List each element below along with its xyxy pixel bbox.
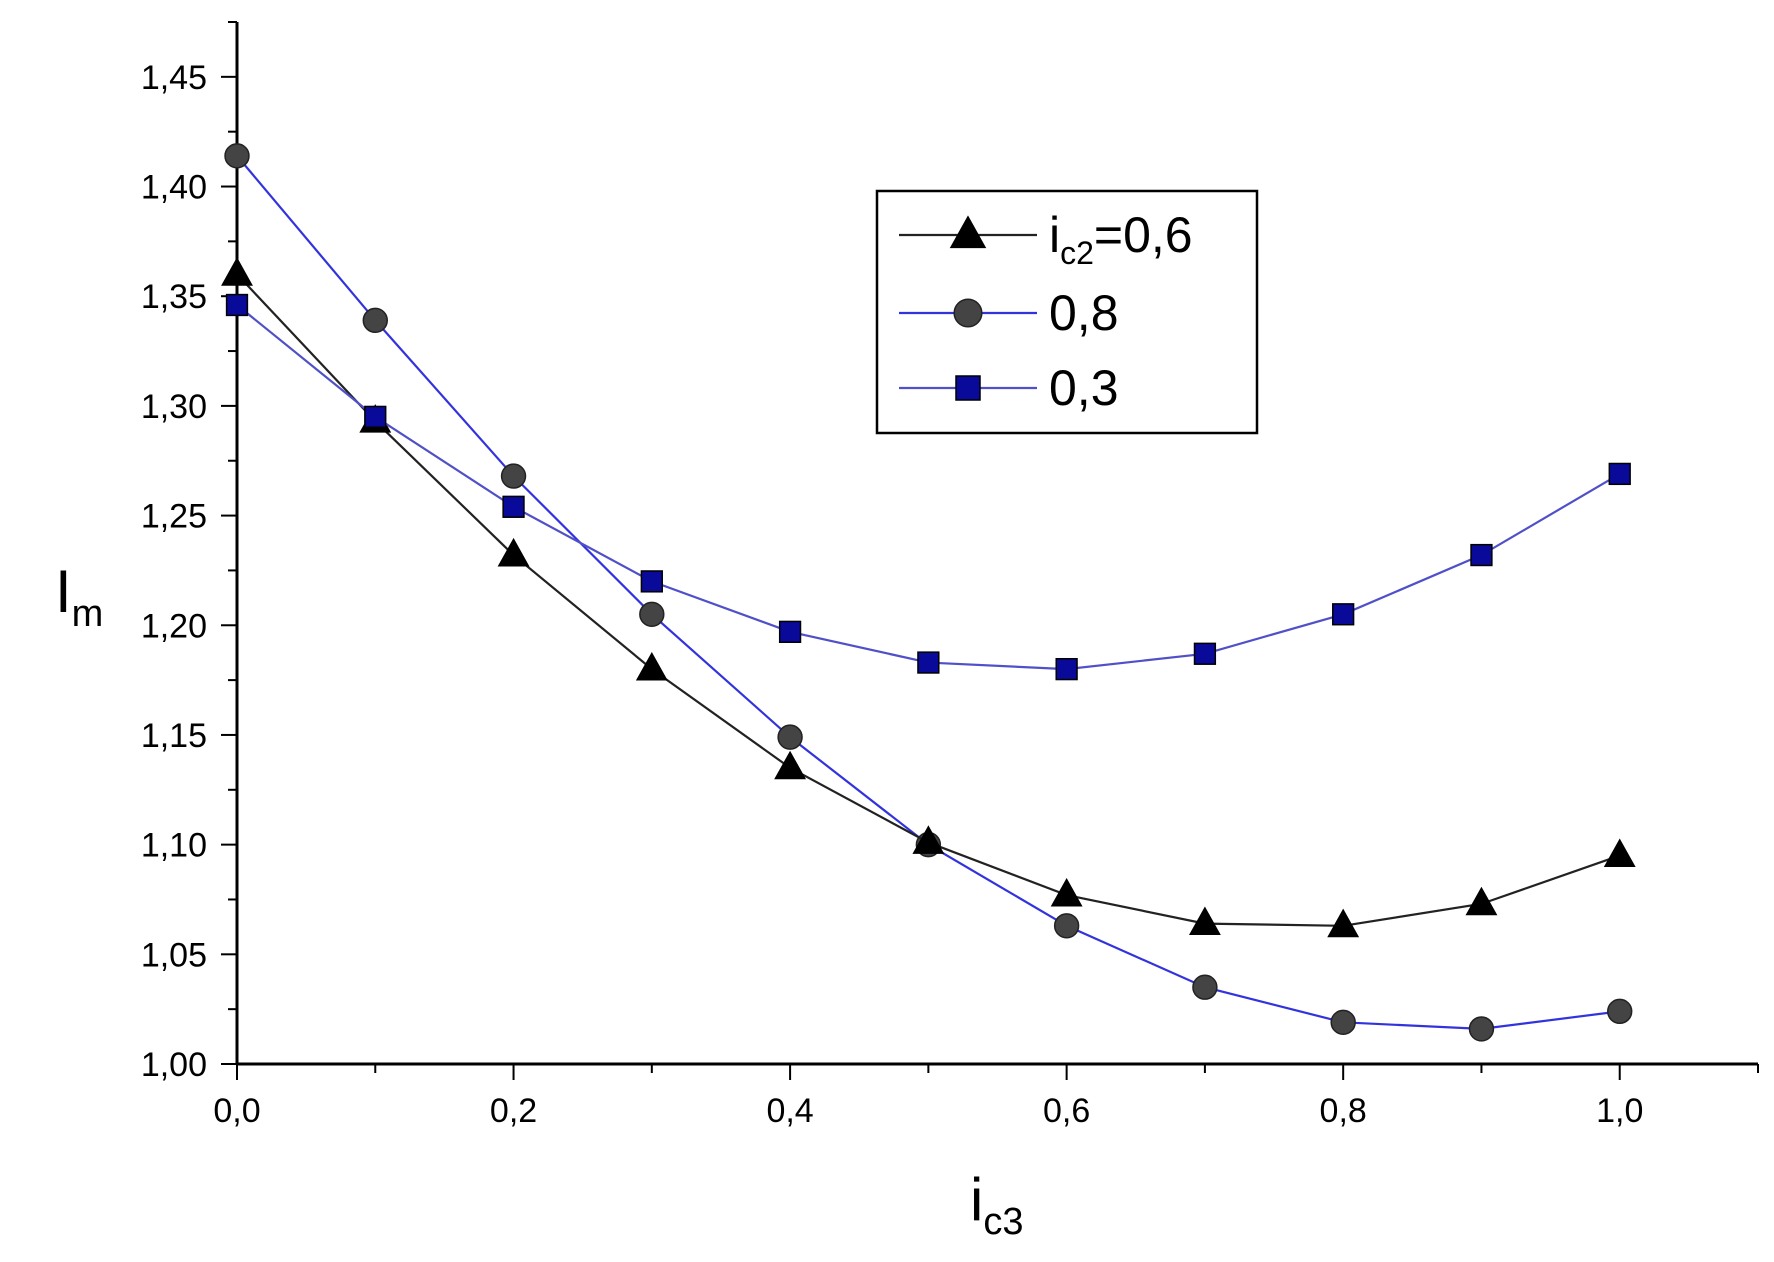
legend-eq: = <box>1094 207 1123 263</box>
y-tick-label: 1,20 <box>141 607 207 645</box>
x-axis-title-main: i <box>970 1166 983 1233</box>
legend-item: 0,8 <box>899 285 1119 341</box>
x-tick-label: 0,6 <box>1043 1092 1090 1130</box>
y-tick-label: 1,30 <box>141 388 207 426</box>
data-point-square <box>1470 543 1493 567</box>
legend-label: ic2=0,6 <box>1049 207 1193 271</box>
series-square <box>225 293 1631 681</box>
data-point-circle <box>1607 998 1633 1025</box>
x-axis-title-sub: c3 <box>983 1201 1023 1243</box>
x-tick-label: 1,0 <box>1596 1092 1643 1130</box>
data-point-circle <box>1330 1009 1356 1036</box>
x-tick-label: 0,8 <box>1320 1092 1367 1130</box>
data-point-square <box>502 495 525 518</box>
legend-marker-triangle <box>949 215 987 249</box>
y-axis-title-main: I <box>55 558 72 625</box>
y-tick-label: 1,00 <box>141 1046 207 1084</box>
x-tick-label: 0,2 <box>490 1092 537 1130</box>
data-point-circle <box>362 307 388 334</box>
data-point-square <box>1055 657 1078 681</box>
y-axis-title: Im <box>55 558 103 635</box>
data-point-triangle <box>1050 877 1083 907</box>
legend-prefix: i <box>1049 207 1060 263</box>
data-point-square <box>1608 462 1631 486</box>
data-point-triangle <box>497 537 530 567</box>
data-point-circle <box>224 143 250 169</box>
data-point-triangle <box>635 651 668 681</box>
y-tick-label: 1,10 <box>141 827 207 865</box>
y-tick-label: 1,05 <box>141 936 207 974</box>
data-point-triangle <box>221 257 253 286</box>
y-tick-label: 1,25 <box>141 498 207 536</box>
y-tick-label: 1,35 <box>141 278 207 316</box>
svg-text:Im: Im <box>55 558 103 635</box>
data-point-triangle <box>1465 886 1498 916</box>
data-point-triangle <box>1603 838 1636 868</box>
y-tick-label: 1,40 <box>141 169 207 207</box>
data-point-triangle <box>774 750 807 780</box>
data-point-square <box>1193 642 1217 665</box>
legend-marker-circle <box>953 298 983 328</box>
plot-frame: 1,00 1,05 1,10 1,15 1,20 1,25 1,30 1,35 1,40 1,45… <box>141 21 1759 1130</box>
x-tick-label: 0,0 <box>213 1092 260 1130</box>
svg-text:ic3: ic3 <box>970 1166 1023 1243</box>
data-point-circle <box>1468 1016 1495 1042</box>
series-layer <box>221 143 1636 1042</box>
data-point-circle <box>500 463 527 489</box>
data-point-triangle <box>1327 908 1360 938</box>
x-tick-label: 0,4 <box>766 1092 813 1130</box>
data-point-circle <box>1053 913 1080 939</box>
data-point-triangle <box>1188 906 1221 936</box>
legend-marker-square <box>955 375 981 401</box>
y-axis-title-sub: m <box>72 593 104 635</box>
x-axis-title: ic3 <box>970 1166 1023 1243</box>
data-point-triangle <box>912 825 945 854</box>
legend-value: 0,6 <box>1123 207 1193 263</box>
legend: ic2=0,60,80,3 <box>875 189 1259 435</box>
legend-item: 0,3 <box>899 360 1119 416</box>
y-tick-label: 1,45 <box>141 59 207 97</box>
legend-label: 0,3 <box>1049 360 1119 416</box>
data-point-square <box>640 570 663 593</box>
data-point-circle <box>1192 974 1218 1000</box>
data-point-square <box>1332 603 1355 626</box>
data-point-square <box>778 620 802 643</box>
data-point-circle <box>639 601 665 628</box>
legend-label: 0,8 <box>1049 285 1119 341</box>
data-point-square <box>917 651 940 674</box>
legend-sub: c2 <box>1060 235 1094 271</box>
y-tick-label: 1,15 <box>141 717 207 755</box>
legend-item: ic2=0,6 <box>899 207 1193 271</box>
data-point-square <box>225 293 249 317</box>
data-point-square <box>364 405 387 429</box>
data-point-circle <box>777 724 803 750</box>
